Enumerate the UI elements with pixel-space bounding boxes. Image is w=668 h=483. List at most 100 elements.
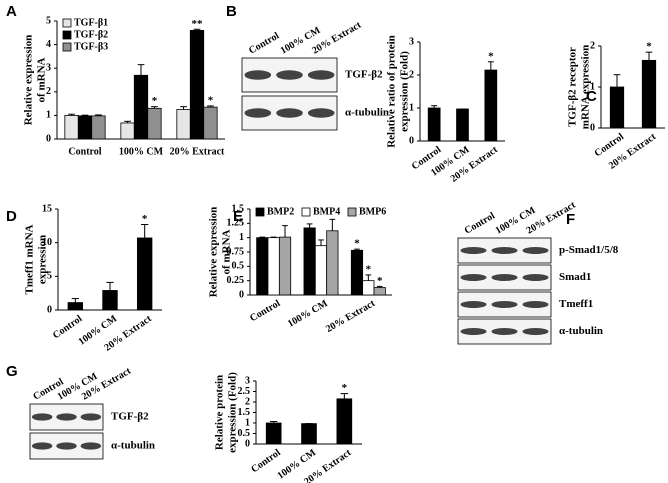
blot-row-label: TGF-β2 [345, 69, 383, 81]
error-bar [259, 236, 266, 238]
blot-band [56, 442, 77, 450]
blot-band [491, 328, 518, 335]
significance: * [152, 95, 158, 107]
blot-band [491, 301, 518, 308]
blot-band [244, 108, 272, 118]
blot-row-label: Smad1 [559, 271, 591, 283]
bar [64, 115, 79, 140]
legend-label: TGF-β3 [74, 41, 108, 52]
bar [427, 107, 441, 142]
legend-swatch [301, 207, 311, 217]
lane-label: 20% Extract [310, 19, 363, 56]
error-bar [193, 28, 201, 31]
y-tick-label: 0 [239, 289, 244, 300]
y-tick-label: 0.5 [232, 261, 245, 272]
significance: * [488, 50, 494, 62]
significance: * [366, 263, 372, 275]
y-tick-label: 0.25 [227, 275, 245, 286]
blot-band [460, 247, 487, 254]
error-bar [365, 274, 372, 281]
error-bar [269, 421, 278, 423]
blot-band [276, 108, 303, 118]
y-tick-label: 1.25 [227, 218, 245, 229]
legend-label: BMP4 [313, 206, 340, 217]
y-tick-label: 0 [47, 304, 52, 315]
bar [373, 287, 386, 296]
error-bar [270, 236, 277, 238]
y-tick-label: 1 [239, 232, 244, 243]
error-bar [95, 114, 102, 116]
bar [176, 109, 191, 140]
bar [303, 227, 316, 296]
significance: * [342, 382, 348, 394]
bar [641, 59, 657, 129]
legend-swatch [62, 18, 72, 28]
bar [484, 69, 498, 142]
blot-band [307, 70, 335, 80]
y-axis-label-line: Relative expression [207, 207, 219, 298]
blot-band [522, 301, 549, 308]
blot-band [460, 274, 487, 281]
panel-letter: D [6, 208, 17, 225]
y-axis-label-line: Relative protein [213, 375, 225, 450]
error-bar [318, 239, 324, 246]
error-bar [81, 114, 89, 116]
y-axis-label-line: mRNA expression [579, 45, 591, 129]
y-tick-label: 0 [245, 438, 250, 449]
y-tick-label: 3 [409, 36, 414, 47]
legend-label: TGF-β1 [74, 17, 108, 28]
blot-band [522, 247, 549, 254]
y-tick-label: 0 [409, 135, 414, 146]
y-axis-label-line: of mRNA [220, 229, 232, 274]
bar [189, 30, 205, 140]
blot-row-label: α-tubulin [345, 107, 389, 119]
blot-band [80, 442, 102, 450]
error-bar [124, 120, 131, 123]
significance: * [142, 213, 148, 225]
bar [67, 302, 84, 311]
lane-label: Control [463, 210, 497, 236]
bar [326, 230, 339, 296]
y-axis-label-line: TGF-β2 receptor [566, 47, 578, 127]
blot-band [31, 442, 53, 450]
bar [609, 86, 625, 129]
error-bar [340, 393, 349, 399]
legend-label: BMP2 [267, 206, 294, 217]
bar [456, 108, 469, 142]
bar [91, 115, 106, 140]
panel-letter: E [233, 208, 243, 225]
bar [120, 122, 135, 140]
y-axis-label: Relative expressionof mRNA [22, 35, 47, 126]
error-bar [306, 223, 313, 228]
y-axis-label-line: expression (Fold) [226, 372, 238, 453]
y-tick-label: 2.5 [238, 386, 251, 397]
bar [362, 280, 375, 296]
significance: * [646, 41, 652, 53]
blot-band [276, 70, 303, 80]
y-tick-label: 2 [46, 86, 51, 97]
y-tick-label: 1 [590, 81, 595, 92]
blot-band [460, 328, 487, 335]
panel-letter: C [586, 88, 597, 105]
y-axis-label-line: Relative expression [22, 35, 34, 126]
y-tick-label: 4 [46, 39, 51, 50]
y-tick-label: 3 [46, 62, 51, 73]
bar [314, 245, 328, 296]
x-tick-label: Control [248, 298, 282, 324]
blot-band [244, 70, 272, 80]
blot-band [460, 301, 487, 308]
legend-label: TGF-β2 [74, 29, 108, 40]
blot-row-label: α-tubulin [559, 325, 603, 337]
blot-band [522, 274, 549, 281]
legend-swatch [255, 207, 265, 217]
error-bar [207, 105, 214, 108]
error-bar [106, 281, 114, 291]
bar [102, 290, 118, 311]
legend-swatch [62, 30, 72, 40]
legend-swatch [347, 207, 357, 217]
error-bar [282, 225, 288, 238]
y-tick-label: 5 [46, 15, 51, 26]
lane-label: Control [247, 30, 281, 56]
x-tick-label: 20% Extract [324, 298, 377, 335]
